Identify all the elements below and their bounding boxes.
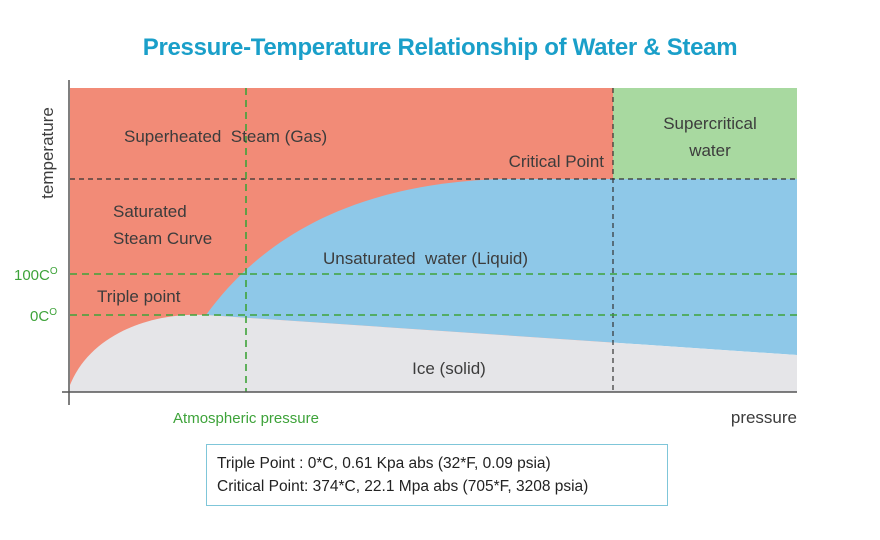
ice-label: Ice (solid) [412, 359, 486, 378]
critical-point-label: Critical Point [509, 152, 605, 171]
supercritical-label-line2: water [688, 141, 731, 160]
x-axis-label: pressure [731, 408, 797, 427]
unsaturated-water-label: Unsaturated water (Liquid) [323, 249, 528, 268]
tick-0c-text: 0C [30, 308, 49, 325]
tick-0c-label: 0CO [30, 307, 57, 325]
saturated-label-line2: Steam Curve [113, 229, 212, 248]
tick-0c-sup: O [49, 307, 57, 318]
triple-point-note: Triple Point : 0*C, 0.61 Kpa abs (32*F, … [217, 455, 551, 472]
tick-100c-label: 100CO [14, 266, 58, 284]
tick-100c-sup: O [50, 266, 58, 277]
atmospheric-pressure-label: Atmospheric pressure [173, 410, 319, 427]
liquid-region [206, 179, 797, 355]
solid-region [70, 314, 797, 392]
diagram-title: Pressure-Temperature Relationship of Wat… [142, 34, 738, 61]
critical-point-note: Critical Point: 374*C, 22.1 Mpa abs (705… [217, 478, 589, 495]
y-axis-label: temperature [38, 107, 57, 199]
supercritical-label-line1: Supercritical [663, 114, 757, 133]
saturated-label-line1: Saturated [113, 202, 187, 221]
tick-100c-text: 100C [14, 267, 50, 284]
triple-point-label: Triple point [97, 287, 181, 306]
notes-box: Triple Point : 0*C, 0.61 Kpa abs (32*F, … [206, 444, 668, 506]
supercritical-region [613, 88, 797, 179]
superheated-steam-label: Superheated Steam (Gas) [124, 127, 327, 146]
